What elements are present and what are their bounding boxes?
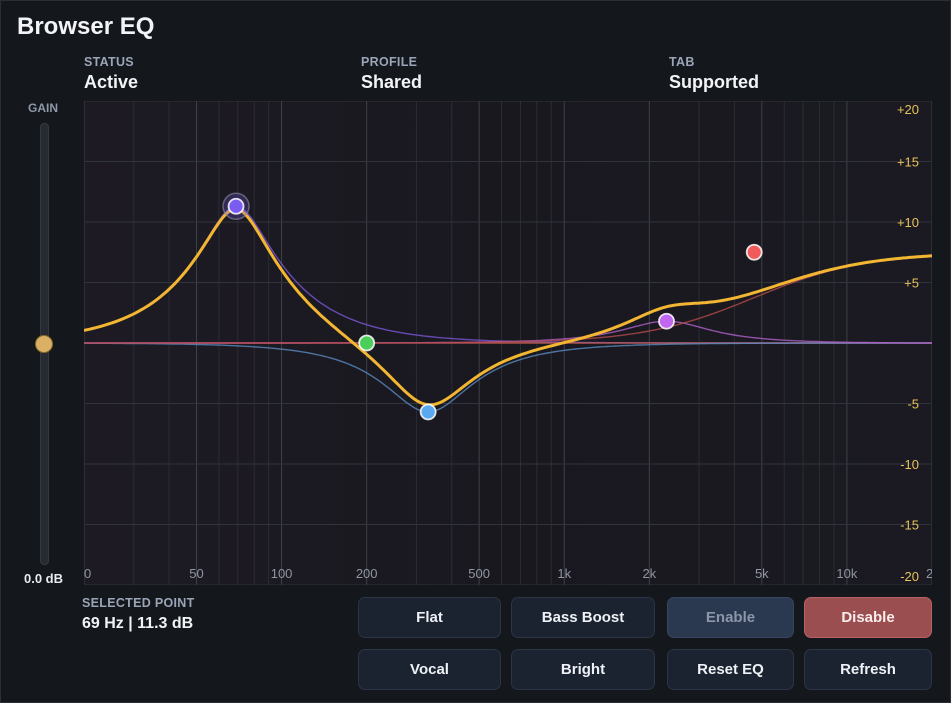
gain-label: GAIN [28,101,58,115]
band-curve [84,342,932,413]
eq-points[interactable] [222,192,763,421]
eq-point-band-3[interactable] [419,403,437,421]
reset-eq-button[interactable]: Reset EQ [667,649,794,690]
db-tick-label: -5 [907,397,919,412]
db-tick-label: +5 [904,276,919,291]
freq-tick-label: 0 [84,566,91,581]
freq-tick-labels: 0 50 100 200 500 1k 2k 5k 10k 20 [84,566,932,581]
vocal-preset-button[interactable]: Vocal [358,649,501,690]
freq-tick-label: 50 [189,566,203,581]
selected-point-label: SELECTED POINT [82,596,195,610]
freq-tick-label: 5k [755,566,769,581]
db-tick-label: +10 [897,215,919,230]
freq-tick-label: 500 [468,566,490,581]
band-curve [84,255,932,344]
flat-preset-button[interactable]: Flat [358,597,501,638]
freq-tick-label: 1k [557,566,571,581]
db-tick-labels: +20 +15 +10 +5 -5 -10 -15 -20 [897,102,919,584]
status-label: STATUS [84,55,134,69]
profile-value: Shared [361,72,423,92]
eq-point-band-2[interactable] [358,334,376,352]
freq-tick-label: 10k [836,566,857,581]
eq-graph-canvas[interactable]: +20 +15 +10 +5 -5 -10 -15 -20 0 50 100 200 500 1k 2k 5… [84,101,932,585]
gain-slider-handle[interactable] [35,335,53,353]
bass-boost-preset-button[interactable]: Bass Boost [511,597,655,638]
db-tick-label: -20 [900,569,919,584]
freq-tick-label: 2k [642,566,656,581]
profile-block: PROFILE Shared [361,55,422,93]
enable-button[interactable]: Enable [667,597,794,638]
db-tick-label: -15 [900,518,919,533]
bright-preset-button[interactable]: Bright [511,649,655,690]
eq-point-band-4[interactable] [658,312,675,330]
disable-button[interactable]: Disable [804,597,932,638]
selected-point-value: 69 Hz | 11.3 dB [82,615,194,632]
status-block: STATUS Active [84,55,138,93]
freq-tick-label: 20 [926,566,932,581]
gain-value: 0.0 dB [24,571,64,586]
db-tick-label: +20 [897,102,919,117]
eq-point-band-5[interactable] [745,243,763,261]
profile-label: PROFILE [361,55,418,69]
refresh-button[interactable]: Refresh [804,649,932,690]
tab-value: Supported [669,72,759,92]
db-tick-label: +15 [897,155,919,170]
freq-tick-label: 100 [271,566,293,581]
app-title: Browser EQ [17,13,155,40]
freq-tick-label: 200 [356,566,378,581]
status-value: Active [84,72,139,92]
eq-graph[interactable]: +20 +15 +10 +5 -5 -10 -15 -20 0 50 100 200 500 1k 2k 5… [84,101,932,585]
db-tick-label: -10 [900,457,919,472]
tab-label: TAB [669,55,695,69]
tab-block: TAB Supported [669,55,759,93]
eq-point-band-1[interactable] [227,197,245,215]
